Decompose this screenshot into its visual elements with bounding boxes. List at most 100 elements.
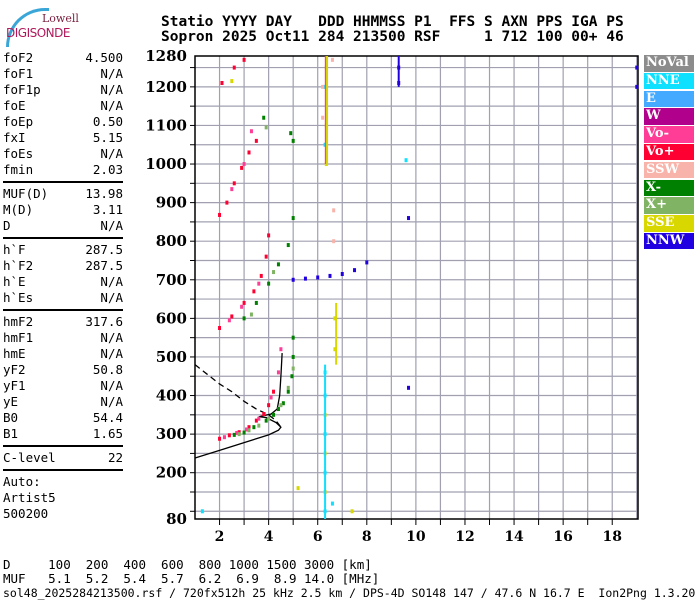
echo-vo--point [254,138,258,143]
echo-x--point [267,281,271,286]
divider [3,237,123,239]
echo-vo--point [267,403,271,408]
logo-text-lowell: Lowell [42,12,79,25]
echo-x--point [290,374,294,379]
param-row: M(D) 3.11 [3,202,123,218]
param-row: h`E N/A [3,274,123,290]
legend-item-w: W [644,108,694,125]
echo-x--point [242,430,246,435]
autoscale-info: 500200 [3,506,49,521]
echo-vo--point [267,233,271,238]
distance-row: D 100 200 400 600 800 1000 1500 3000 [km… [3,557,372,572]
echo-x--point [286,243,290,248]
echo-nnw-point [291,277,295,282]
echo-nne-point [200,509,204,514]
param-label: foF2 [3,50,34,65]
param-label: D [3,218,11,233]
param-row: fxI 5.15 [3,130,123,146]
echo-nnw-point [328,273,332,278]
param-row: D N/A [3,218,123,234]
header-values: Sopron 2025 Oct11 284 213500 RSF 1 712 1… [161,29,624,45]
echo-vo--point [218,212,222,217]
echo-vo--point [257,281,261,286]
param-value: 317.6 [85,314,123,329]
echo-vo--point [259,273,263,278]
echo-vo--point [276,370,280,375]
legend: NoVal NNE E W Vo- Vo+ SSW X- X+ SSE NNW [644,55,694,251]
param-value: 5.15 [92,130,123,145]
echo-vo--point [227,433,231,438]
y-tick-label: 600 [156,309,187,327]
echo-x--point [291,138,295,143]
param-value: 2.03 [92,162,123,177]
divider [3,445,123,447]
param-value: 0.50 [92,114,123,129]
param-label: hmF2 [3,314,34,329]
param-label: MUF(D) [3,186,49,201]
param-value: N/A [100,274,123,289]
echo-x--point [291,216,295,221]
echo-vo--point [220,81,224,86]
echo-vo--point [264,254,268,259]
y-tick-label: 80 [166,510,187,528]
param-value: N/A [100,394,123,409]
echo-sse-point [333,347,337,352]
echo-x--point [286,385,290,390]
param-label: h`F [3,242,26,257]
echo-nnw-point [407,216,411,221]
echo-vo--point [254,418,258,423]
param-value: 1.65 [92,426,123,441]
y-tick-label: 1000 [145,155,187,173]
x-tick-label: 4 [264,529,274,545]
echo-vo--point [218,436,222,441]
param-value: 3.11 [92,202,123,217]
echo-vo--point [249,129,253,134]
echo-vo--point [247,425,251,430]
param-label: foF1 [3,66,34,81]
echo-vo--point [218,326,222,331]
param-row: foF2 4.500 [3,50,123,66]
echo-ssw-point [332,239,336,244]
param-label: fmin [3,162,34,177]
echo-x--point [286,389,290,394]
header-labels: Statio YYYY DAY DDD HHMMSS P1 FFS S AXN … [161,14,624,30]
echo-vo--point [232,65,236,70]
echo-x--point [262,115,266,120]
legend-item-nnw: NNW [644,232,694,250]
param-value: N/A [100,98,123,113]
echo-x--point [232,432,236,437]
echo-x--point [264,125,268,130]
echo-x--point [272,412,276,417]
x-tick-label: 18 [602,529,621,545]
echo-nnw-point [635,84,639,89]
y-tick-label: 1200 [145,78,187,96]
echo-vo--point [240,304,244,309]
echo-x--point [272,270,276,275]
y-tick-label: 500 [156,348,187,366]
x-tick-label: 6 [313,529,323,545]
echo-nne-point [330,501,334,506]
x-tick-label: 8 [362,529,372,545]
echo-x--point [249,312,253,317]
param-value: 4.500 [85,50,123,65]
footer-info: sol48_2025284213500.rsf / 720fx512h 25 k… [3,586,696,600]
echo-nnw-point [316,275,320,280]
legend-item-vo-: Vo- [644,126,694,143]
legend-item-vo-: Vo+ [644,143,694,161]
profile-dashed-line [194,364,282,428]
param-row: hmE N/A [3,346,123,362]
echo-x--point [279,403,283,408]
param-label: yE [3,394,19,409]
param-label: hmE [3,346,26,361]
param-row: C-level 22 [3,450,123,466]
param-value: N/A [100,330,123,345]
param-label: M(D) [3,202,34,217]
param-row: foF1 N/A [3,66,123,82]
echo-x--point [291,335,295,340]
param-value: 54.4 [92,410,123,425]
param-label: h`Es [3,290,34,305]
parameter-panel: foF2 4.500 foF1 N/A foF1p N/A foE N/A foEp 0.50 fx… [3,50,123,522]
echo-nnw-point [407,385,411,390]
x-tick-label: 16 [553,529,572,545]
divider [3,469,123,471]
